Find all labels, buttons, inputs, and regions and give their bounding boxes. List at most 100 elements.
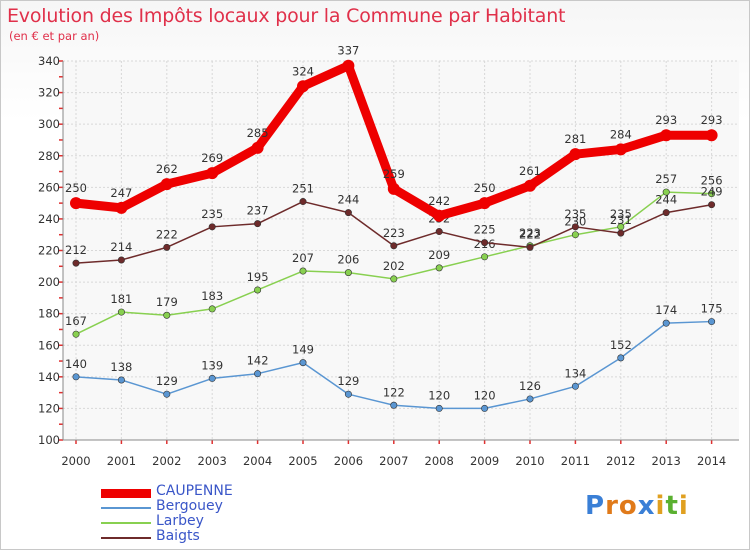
data-label: 269 xyxy=(201,151,223,165)
x-tick-label: 2014 xyxy=(697,454,726,468)
y-tick-label: 280 xyxy=(38,149,60,163)
data-label: 244 xyxy=(337,193,359,207)
data-label: 134 xyxy=(564,366,586,380)
proxiti-logo: Proxiti xyxy=(585,491,689,521)
data-label: 247 xyxy=(110,186,132,200)
data-label: 120 xyxy=(474,388,496,402)
y-tick-label: 180 xyxy=(38,307,60,321)
data-label: 126 xyxy=(519,379,541,393)
data-point xyxy=(390,401,398,409)
chart-svg: 100 120 140 160 180 200 220 240 260 280 300 320 340 2… xyxy=(38,44,739,468)
data-point xyxy=(662,319,670,327)
legend-item: CAUPENNE xyxy=(101,483,281,500)
data-label: 209 xyxy=(428,248,450,262)
data-point xyxy=(254,286,262,294)
legend-item: Larbey xyxy=(101,513,281,530)
data-point xyxy=(72,373,80,381)
data-point xyxy=(708,190,716,198)
data-point xyxy=(571,223,579,231)
legend-swatch xyxy=(101,488,151,498)
data-point xyxy=(662,209,670,217)
data-label: 225 xyxy=(474,223,496,237)
x-tick-label: 2009 xyxy=(470,454,499,468)
data-label: 139 xyxy=(201,358,223,372)
legend-swatch xyxy=(101,507,151,509)
data-point xyxy=(526,243,534,251)
data-point xyxy=(254,370,262,378)
logo-letter: t xyxy=(665,491,679,521)
data-label: 195 xyxy=(247,270,269,284)
data-point xyxy=(115,201,128,214)
data-label: 242 xyxy=(428,194,450,208)
data-point xyxy=(524,179,536,192)
data-point xyxy=(705,129,718,142)
data-point xyxy=(344,209,352,217)
y-tick-label: 240 xyxy=(38,212,60,226)
data-label: 244 xyxy=(655,193,677,207)
y-tick-label: 160 xyxy=(38,338,60,352)
y-tick-label: 100 xyxy=(38,433,60,447)
data-point xyxy=(344,390,352,398)
data-label: 237 xyxy=(247,204,269,218)
data-label: 222 xyxy=(519,227,541,241)
data-label: 122 xyxy=(383,385,405,399)
data-point xyxy=(254,220,262,228)
data-label: 235 xyxy=(201,207,223,221)
data-label: 179 xyxy=(156,295,178,309)
data-label: 149 xyxy=(292,343,314,357)
data-label: 181 xyxy=(110,292,132,306)
data-point xyxy=(72,259,80,267)
data-label: 167 xyxy=(65,314,87,328)
data-point xyxy=(435,264,443,272)
data-label: 230 xyxy=(564,215,586,229)
chart-title: Evolution des Impôts locaux pour la Comm… xyxy=(7,5,566,27)
data-label: 293 xyxy=(701,113,723,127)
data-point xyxy=(208,223,216,231)
logo-letter: o xyxy=(618,491,638,521)
data-label: 251 xyxy=(292,182,314,196)
legend-label: Bergouey xyxy=(156,498,223,514)
data-label: 214 xyxy=(110,240,132,254)
data-point xyxy=(72,330,80,338)
data-point xyxy=(660,129,673,142)
data-label: 183 xyxy=(201,289,223,303)
data-point xyxy=(435,228,443,236)
x-tick-label: 2000 xyxy=(61,454,90,468)
data-point xyxy=(297,80,309,93)
data-point xyxy=(390,275,398,283)
logo-letter: i xyxy=(655,491,666,521)
logo-letter: x xyxy=(637,491,656,521)
data-point xyxy=(481,239,489,247)
data-label: 129 xyxy=(156,374,178,388)
data-point xyxy=(206,167,219,180)
x-tick-label: 2010 xyxy=(515,454,544,468)
data-label: 142 xyxy=(247,354,269,368)
x-tick-label: 2012 xyxy=(606,454,635,468)
legend-label: CAUPENNE xyxy=(156,483,233,499)
data-point xyxy=(160,178,173,191)
chart-subtitle: (en € et par an) xyxy=(9,29,100,43)
data-label: 235 xyxy=(564,207,586,221)
data-label: 129 xyxy=(337,374,359,388)
x-tick-label: 2005 xyxy=(288,454,317,468)
logo-letter: P xyxy=(585,491,606,521)
data-label: 250 xyxy=(65,181,87,195)
data-label: 202 xyxy=(383,259,405,273)
data-point xyxy=(708,318,716,326)
data-point xyxy=(299,359,307,367)
data-label: 138 xyxy=(110,360,132,374)
data-label: 175 xyxy=(701,302,723,316)
data-label: 120 xyxy=(428,388,450,402)
data-point xyxy=(208,374,216,382)
y-tick-label: 320 xyxy=(38,86,60,100)
x-tick-label: 2003 xyxy=(198,454,227,468)
data-point xyxy=(614,143,627,156)
legend-swatch xyxy=(101,537,151,539)
data-point xyxy=(481,404,489,412)
data-label: 250 xyxy=(474,181,496,195)
y-tick-label: 340 xyxy=(38,54,60,68)
data-label: 324 xyxy=(292,64,314,78)
x-tick-label: 2006 xyxy=(334,454,363,468)
data-point xyxy=(481,253,489,261)
